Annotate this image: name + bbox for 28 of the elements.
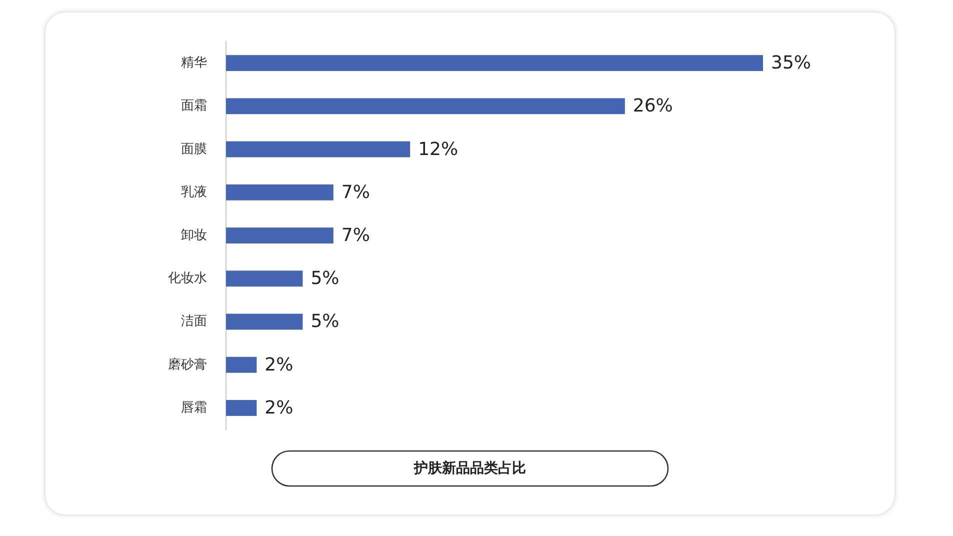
y-tick-label: 磨砂膏 [168,357,207,372]
y-tick-label: 卸妆 [181,228,207,243]
data-label: 2% [264,354,294,376]
y-tick-label: 面膜 [181,142,207,157]
data-label: 12% [418,138,458,160]
data-label: 5% [310,268,340,290]
bar [226,184,334,200]
data-label: 2% [264,397,294,418]
y-tick-label: 唇霜 [181,400,207,416]
data-label: 26% [632,96,673,117]
y-tick-label: 乳液 [181,184,207,200]
bar [226,270,303,287]
data-label: 7% [341,225,370,246]
y-tick-label: 精华 [181,56,207,71]
bar [226,55,763,72]
bar [226,314,303,330]
data-label: 7% [341,182,370,203]
y-tick-label: 化妆水 [168,271,207,286]
y-tick-label: 洁面 [181,314,207,330]
y-tick-label: 面霜 [181,98,207,114]
bar [226,141,410,158]
data-label: 5% [310,311,340,332]
bar [226,356,257,373]
bar [226,98,625,114]
bar [226,228,334,244]
data-label: 35% [771,52,812,74]
bar [226,400,257,416]
text: 护肤新品品类占比 [413,460,526,476]
